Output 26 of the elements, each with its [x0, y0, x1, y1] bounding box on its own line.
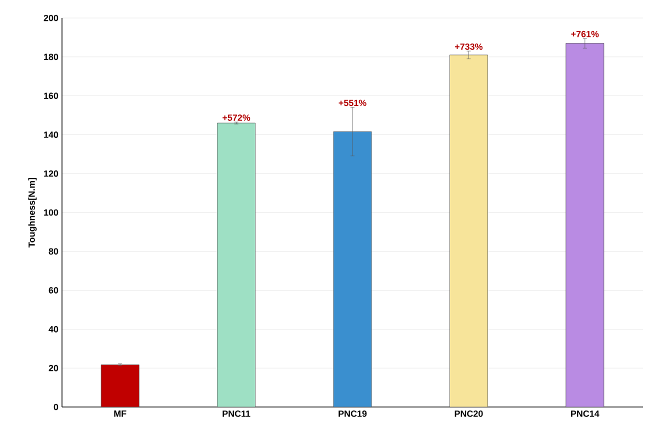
bar — [450, 54, 488, 408]
y-tick-label: 80 — [48, 248, 58, 255]
y-tick-label: 120 — [44, 170, 58, 177]
y-tick-label: 40 — [48, 326, 58, 332]
y-tick-label: 160 — [44, 92, 58, 99]
annotation: +572% — [222, 114, 250, 121]
y-axis-title: Toughness[N.m] — [28, 178, 37, 248]
bar — [333, 131, 372, 408]
annotation: +551% — [338, 100, 366, 106]
y-tick-label: 20 — [48, 364, 58, 372]
x-tick-label: PNC14 — [571, 410, 600, 417]
annotation: +733% — [454, 43, 483, 50]
y-tick-label: 180 — [44, 54, 58, 60]
x-tick-label: PNC19 — [338, 410, 367, 417]
y-tick-label: 200 — [44, 14, 58, 22]
y-tick-label: 100 — [44, 209, 58, 216]
x-tick-label: PNC20 — [454, 410, 483, 417]
bar — [217, 122, 256, 408]
y-tick-label: 0 — [54, 404, 58, 410]
bar — [566, 43, 604, 408]
x-tick-label: MF — [114, 410, 126, 417]
bar — [100, 364, 140, 408]
y-tick-label: 60 — [48, 287, 58, 294]
y-tick-label: 140 — [44, 132, 58, 138]
x-tick-label: PNC11 — [222, 410, 250, 417]
annotation: +761% — [571, 30, 599, 38]
